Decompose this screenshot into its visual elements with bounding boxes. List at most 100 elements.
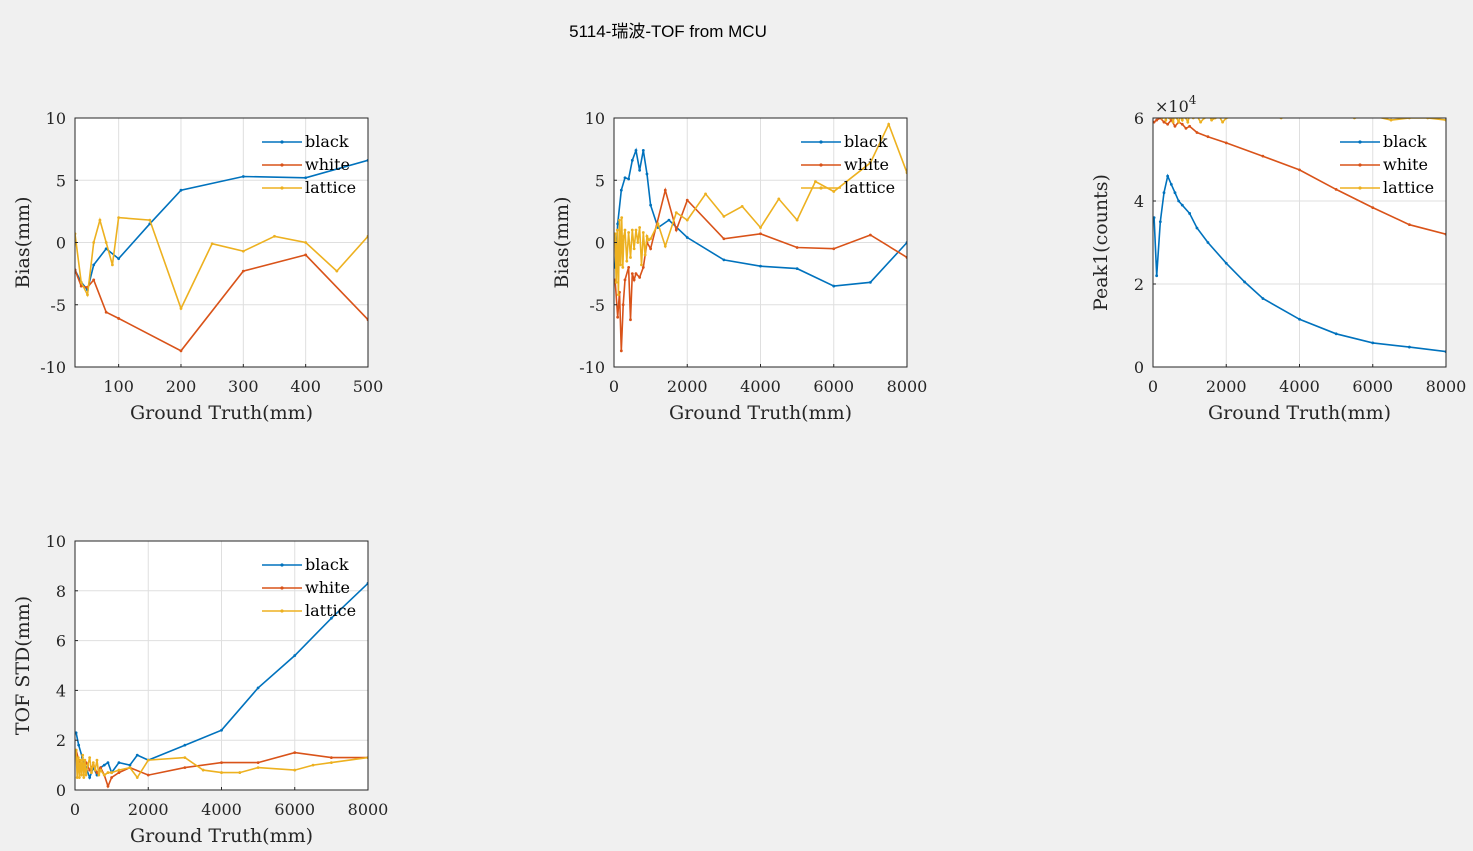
y-tick-label: 10	[585, 109, 605, 128]
y-tick-label: 10	[46, 109, 66, 128]
data-point-white	[1180, 122, 1184, 126]
data-point-lattice	[1210, 118, 1213, 122]
data-point-lattice	[201, 768, 205, 772]
data-point-lattice	[77, 776, 81, 779]
data-point-white	[293, 751, 297, 755]
data-point-white	[674, 228, 678, 232]
data-point-lattice	[1298, 112, 1301, 115]
y-tick-label: 5	[56, 171, 66, 190]
data-point-lattice	[117, 768, 121, 772]
x-tick-label: 6000	[274, 800, 315, 819]
data-point-lattice	[183, 756, 187, 760]
data-point-black	[645, 172, 649, 176]
data-point-lattice	[1218, 115, 1221, 118]
x-tick-label: 6000	[813, 377, 854, 396]
data-point-black	[641, 148, 645, 152]
data-point-white	[623, 278, 627, 282]
y-axis-label: TOF STD(mm)	[12, 596, 34, 735]
data-point-lattice	[1177, 120, 1181, 124]
data-point-white	[179, 349, 183, 353]
data-point-white	[1188, 124, 1192, 128]
legend-marker-black	[280, 140, 284, 144]
data-point-white	[832, 247, 836, 251]
data-point-lattice	[104, 241, 108, 244]
data-point-black	[832, 284, 836, 288]
data-point-black	[1166, 174, 1170, 178]
data-point-white	[146, 773, 150, 777]
data-point-lattice	[832, 190, 836, 193]
data-point-lattice	[1389, 118, 1393, 122]
data-point-black	[1180, 203, 1184, 207]
y-axis-label: Peak1(counts)	[1090, 174, 1112, 311]
series-line-white	[614, 187, 907, 351]
data-point-black	[1298, 317, 1301, 321]
data-point-black	[619, 188, 623, 192]
legend-label-black: black	[305, 132, 349, 151]
data-point-white	[106, 784, 110, 788]
data-point-lattice	[81, 753, 85, 757]
data-point-black	[117, 257, 121, 261]
legend-label-white: white	[305, 578, 350, 597]
x-tick-label: 8000	[348, 800, 389, 819]
data-point-lattice	[674, 211, 678, 215]
data-point-lattice	[1186, 120, 1190, 124]
data-point-lattice	[1261, 115, 1264, 118]
legend-label-lattice: lattice	[1383, 178, 1434, 197]
data-point-white	[663, 188, 667, 192]
data-point-lattice	[146, 758, 150, 762]
data-point-lattice	[640, 263, 643, 267]
data-point-lattice	[79, 758, 82, 762]
data-point-black	[106, 761, 110, 765]
data-point-white	[92, 278, 96, 282]
chart-panel-4: 0 2000 4000 6000 8000 0 2 4 6 8 10 Ground Truth(mm)…	[12, 532, 388, 847]
data-point-lattice	[75, 776, 79, 779]
series-line-white	[75, 254, 368, 352]
data-point-lattice	[685, 218, 689, 222]
data-point-lattice	[623, 228, 627, 232]
data-point-lattice	[1171, 120, 1175, 124]
data-point-white	[616, 315, 620, 319]
data-point-lattice	[99, 768, 103, 772]
y-tick-label: -10	[40, 358, 66, 377]
series-line-black	[1153, 173, 1446, 353]
data-point-black	[102, 763, 106, 767]
data-point-lattice	[293, 768, 297, 772]
data-point-black	[329, 616, 333, 620]
data-point-black	[616, 222, 620, 226]
data-point-black	[1195, 226, 1199, 230]
data-point-white	[1166, 122, 1170, 126]
data-point-black	[1206, 241, 1210, 244]
data-point-black	[685, 236, 689, 239]
y-multiplier-label: ×104	[1155, 93, 1197, 116]
data-point-black	[256, 686, 260, 690]
data-point-white	[638, 275, 642, 279]
data-point-black	[1162, 191, 1166, 195]
data-point-white	[1155, 118, 1159, 122]
series-line-lattice	[75, 216, 368, 311]
data-point-white	[685, 198, 689, 202]
data-point-lattice	[868, 161, 872, 165]
x-tick-label: 2000	[1206, 377, 1247, 396]
data-point-lattice	[629, 256, 632, 259]
y-tick-label: -10	[579, 358, 605, 377]
data-point-lattice	[241, 249, 245, 253]
data-point-lattice	[722, 214, 726, 218]
data-point-lattice	[621, 266, 625, 269]
data-point-lattice	[86, 763, 90, 767]
data-point-lattice	[615, 228, 619, 232]
data-point-lattice	[148, 218, 152, 222]
data-point-lattice	[82, 776, 86, 779]
data-point-white	[1407, 223, 1411, 227]
data-point-white	[627, 266, 631, 269]
data-point-lattice	[814, 180, 817, 183]
data-point-black	[1334, 332, 1338, 336]
data-point-lattice	[630, 228, 634, 232]
data-point-lattice	[1199, 120, 1203, 124]
data-point-lattice	[645, 234, 649, 238]
data-point-lattice	[311, 763, 315, 767]
data-point-lattice	[1196, 115, 1199, 118]
data-point-lattice	[91, 761, 95, 765]
data-point-lattice	[86, 293, 89, 297]
data-point-white	[329, 756, 333, 760]
